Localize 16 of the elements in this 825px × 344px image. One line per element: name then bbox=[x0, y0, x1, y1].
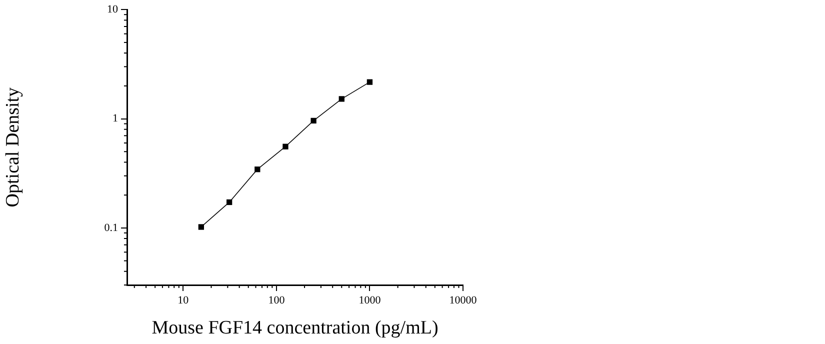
point bbox=[338, 96, 344, 102]
point bbox=[282, 144, 288, 150]
x-tick-label: 1000 bbox=[358, 294, 382, 306]
y-tick-label: 10 bbox=[107, 3, 118, 16]
y-axis-title: Optical Density bbox=[2, 86, 24, 208]
point bbox=[198, 224, 204, 230]
x-tick-label: 10000 bbox=[449, 294, 478, 306]
y-tick-label: 0.1 bbox=[104, 222, 118, 234]
x-tick-label: 10 bbox=[178, 294, 190, 306]
point bbox=[366, 79, 373, 85]
y-tick-label: 1 bbox=[112, 112, 118, 125]
x-axis-title: Mouse FGF14 concentration (pg/mL) bbox=[152, 318, 438, 339]
point bbox=[254, 166, 260, 172]
point bbox=[226, 199, 232, 206]
x-tick-label: 100 bbox=[268, 294, 286, 306]
point bbox=[310, 118, 316, 124]
